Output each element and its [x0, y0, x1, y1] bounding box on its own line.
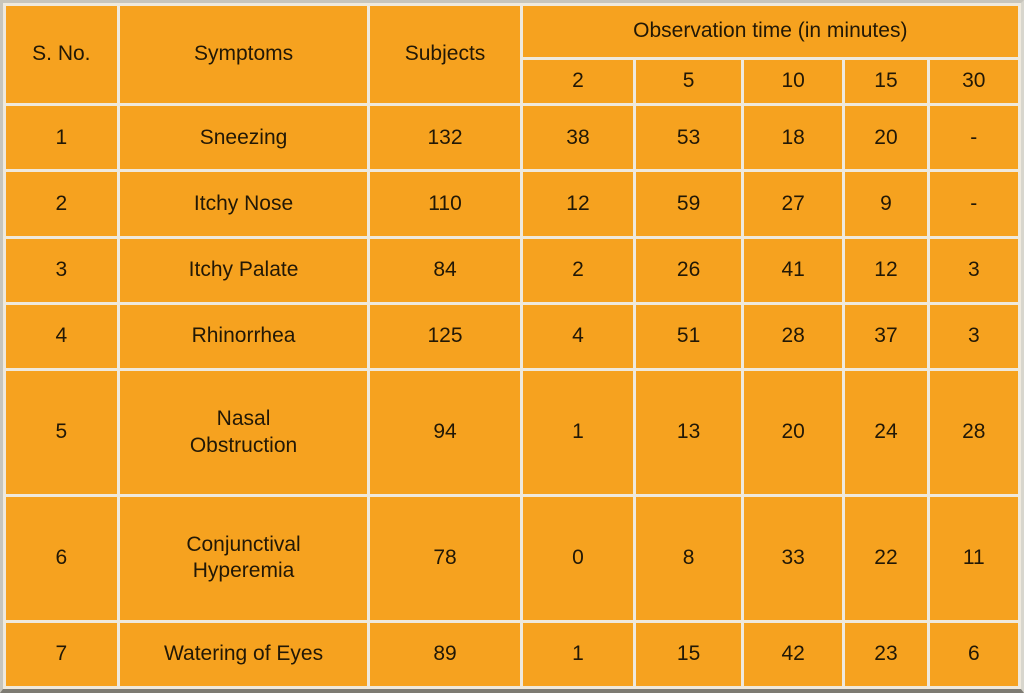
cell-time-30: -	[926, 102, 1022, 173]
cell-symptom: Nasal Obstruction	[116, 368, 371, 497]
cell-subjects: 132	[367, 102, 523, 173]
cell-symptom: Itchy Nose	[116, 169, 371, 239]
cell-time-5: 15	[633, 619, 744, 690]
cell-subjects: 84	[367, 235, 523, 305]
cell-sno: 5	[3, 368, 120, 497]
cell-time-5: 26	[633, 235, 744, 305]
cell-subjects: 89	[367, 619, 523, 690]
cell-time-5: 8	[633, 493, 744, 623]
cell-time-2: 0	[519, 493, 637, 623]
col-header-symptoms: Symptoms	[116, 3, 371, 106]
cell-time-30: 11	[926, 493, 1022, 623]
cell-time-10: 41	[740, 235, 846, 305]
table-row: 3 Itchy Palate 84 2 26 41 12 3	[3, 235, 1022, 305]
cell-time-2: 1	[519, 619, 637, 690]
cell-time-2: 2	[519, 235, 637, 305]
cell-time-15: 12	[842, 235, 930, 305]
cell-time-2: 12	[519, 169, 637, 239]
cell-time-5: 53	[633, 102, 744, 173]
cell-time-30: 3	[926, 235, 1022, 305]
cell-time-30: 6	[926, 619, 1022, 690]
cell-sno: 1	[3, 102, 120, 173]
col-header-time-15: 15	[842, 57, 930, 106]
table-row: 5 Nasal Obstruction 94 1 13 20 24 28	[3, 368, 1022, 497]
cell-time-2: 1	[519, 368, 637, 497]
cell-time-10: 42	[740, 619, 846, 690]
table-row: 2 Itchy Nose 110 12 59 27 9 -	[3, 169, 1022, 239]
cell-time-15: 20	[842, 102, 930, 173]
header-row-times: 2 5 10 15 30	[5, 57, 1022, 106]
cell-time-5: 13	[633, 368, 744, 497]
cell-time-15: 9	[842, 169, 930, 239]
cell-subjects: 110	[367, 169, 523, 239]
cell-sno: 6	[3, 493, 120, 623]
cell-subjects: 94	[367, 368, 523, 497]
col-header-time-30: 30	[926, 57, 1022, 106]
cell-time-30: 28	[926, 368, 1022, 497]
table-row: 6 Conjunctival Hyperemia 78 0 8 33 22 11	[3, 493, 1022, 623]
col-header-time-10: 10	[740, 57, 846, 106]
table-row: 1 Sneezing 132 38 53 18 20 -	[3, 102, 1022, 173]
cell-time-10: 33	[740, 493, 846, 623]
cell-symptom: Watering of Eyes	[116, 619, 371, 690]
cell-time-15: 24	[842, 368, 930, 497]
cell-subjects: 78	[367, 493, 523, 623]
cell-time-30: -	[926, 169, 1022, 239]
cell-subjects: 125	[367, 301, 523, 372]
cell-sno: 3	[3, 235, 120, 305]
cell-symptom: Rhinorrhea	[116, 301, 371, 372]
cell-time-2: 4	[519, 301, 637, 372]
table-row: 4 Rhinorrhea 125 4 51 28 37 3	[3, 301, 1022, 372]
cell-time-10: 20	[740, 368, 846, 497]
header-row-top: S. No. Symptoms Subjects Observation tim…	[3, 3, 1022, 106]
cell-time-15: 23	[842, 619, 930, 690]
cell-time-2: 38	[519, 102, 637, 173]
cell-time-5: 59	[633, 169, 744, 239]
cell-symptom: Conjunctival Hyperemia	[116, 493, 371, 623]
cell-time-5: 51	[633, 301, 744, 372]
col-header-observation-group: Observation time (in minutes)	[519, 3, 1022, 60]
col-header-time-2: 2	[519, 57, 637, 106]
cell-time-10: 18	[740, 102, 846, 173]
cell-time-15: 22	[842, 493, 930, 623]
cell-time-10: 27	[740, 169, 846, 239]
col-header-subjects: Subjects	[367, 3, 523, 106]
cell-time-10: 28	[740, 301, 846, 372]
cell-symptom: Sneezing	[116, 102, 371, 173]
table-row: 7 Watering of Eyes 89 1 15 42 23 6	[3, 619, 1022, 690]
observation-table: S. No. Symptoms Subjects Observation tim…	[3, 3, 1022, 690]
cell-symptom: Itchy Palate	[116, 235, 371, 305]
cell-sno: 4	[3, 301, 120, 372]
cell-sno: 7	[3, 619, 120, 690]
cell-time-15: 37	[842, 301, 930, 372]
cell-sno: 2	[3, 169, 120, 239]
cell-time-30: 3	[926, 301, 1022, 372]
col-header-sno: S. No.	[3, 3, 120, 106]
col-header-time-5: 5	[633, 57, 744, 106]
